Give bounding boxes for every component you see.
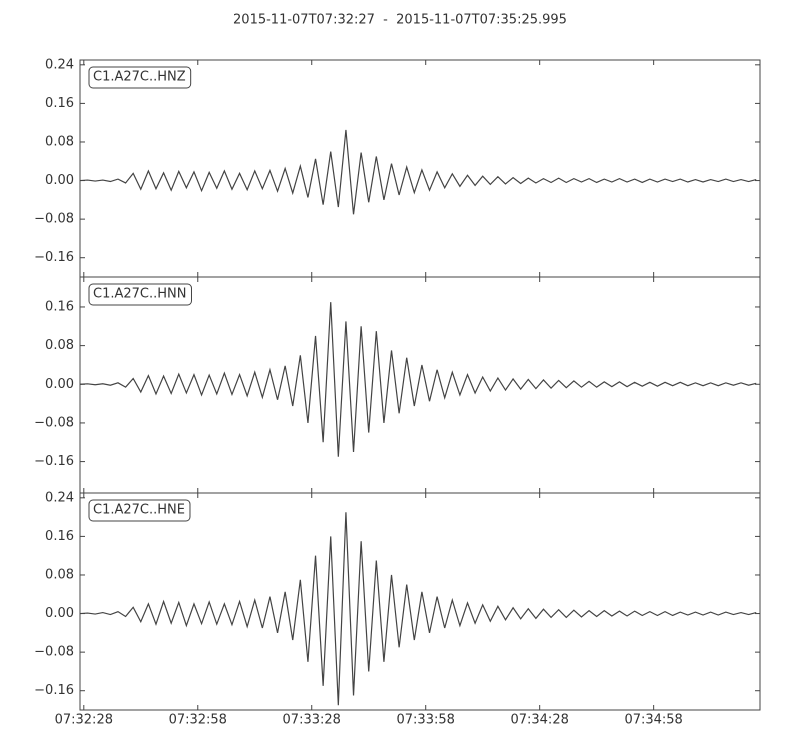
axes-frame [79,59,761,278]
y-tick-label: −0.08 [34,212,74,227]
y-tick-label: −0.16 [34,683,74,698]
x-tick-label: 07:32:28 [55,713,113,728]
y-tick-label: −0.08 [34,415,74,430]
trace-label-box [88,66,192,89]
y-tick-label: 0.00 [45,377,74,392]
y-tick-label: 0.16 [45,96,74,111]
waveform [79,129,757,215]
y-tick-label: 0.00 [45,173,74,188]
y-tick-label: −0.16 [34,454,74,469]
trace-label: C1.A27C..HNE [93,503,185,518]
x-tick-label: 07:34:28 [510,713,568,728]
y-tick-label: 0.08 [45,338,74,353]
axes-frame [79,492,761,711]
x-tick-label: 07:32:58 [169,713,227,728]
trace-label-box [88,283,192,306]
waveform [79,302,757,457]
x-tick-label: 07:33:58 [397,713,455,728]
y-tick-label: 0.00 [45,606,74,621]
x-tick-label: 07:34:58 [624,713,682,728]
chart-title: 2015-11-07T07:32:27 - 2015-11-07T07:35:2… [233,13,567,28]
y-tick-label: −0.08 [34,645,74,660]
trace-label: C1.A27C..HNN [93,287,186,302]
y-tick-label: 0.16 [45,529,74,544]
y-tick-label: −0.16 [34,250,74,265]
x-tick-label: 07:33:28 [283,713,341,728]
y-tick-label: 0.08 [45,134,74,149]
y-tick-label: 0.08 [45,567,74,582]
y-tick-label: 0.24 [45,490,74,505]
y-tick-label: 0.16 [45,299,74,314]
trace-label: C1.A27C..HNZ [93,70,186,85]
trace-label-box [88,499,191,522]
axes-frame [79,276,761,494]
y-tick-label: 0.24 [45,57,74,72]
waveform [79,512,757,706]
